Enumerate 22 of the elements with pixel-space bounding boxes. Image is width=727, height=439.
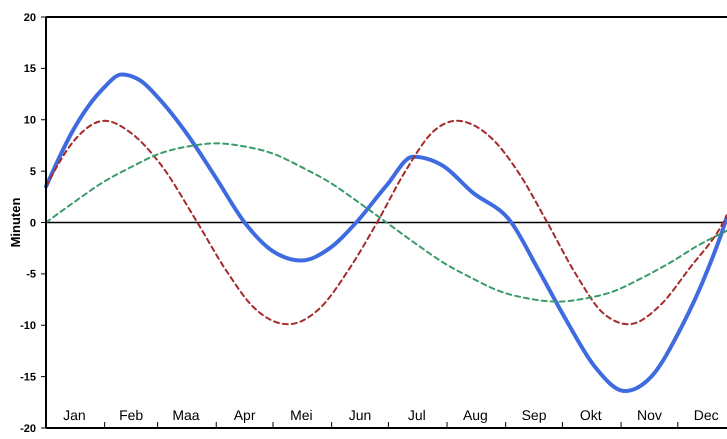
x-tick-label: Dec	[694, 407, 719, 423]
y-tick-label: -10	[20, 320, 36, 332]
y-axis-title: Minuten	[8, 198, 23, 248]
x-tick-label: Sep	[522, 407, 547, 423]
x-tick-label: Maa	[172, 407, 200, 423]
x-tick-label: Jun	[348, 407, 372, 423]
x-tick-label: Jan	[63, 407, 86, 423]
y-tick-label: 10	[24, 114, 36, 127]
y-tick-label: -20	[20, 422, 36, 435]
y-tick-label: 0	[30, 217, 36, 230]
x-tick-label: Mei	[290, 407, 313, 423]
x-tick-label: Apr	[234, 407, 256, 423]
y-tick-label: -5	[26, 268, 36, 281]
y-tick-label: -15	[20, 371, 36, 384]
x-tick-label: Aug	[462, 407, 488, 423]
y-tick-label: 20	[24, 12, 36, 24]
y-tick-label: 5	[30, 166, 36, 178]
y-tick-label: 15	[24, 63, 36, 76]
x-tick-label: Feb	[119, 407, 144, 423]
x-tick-label: Jul	[408, 407, 426, 423]
x-tick-label: Okt	[580, 407, 602, 423]
x-tick-label: Nov	[636, 407, 662, 423]
